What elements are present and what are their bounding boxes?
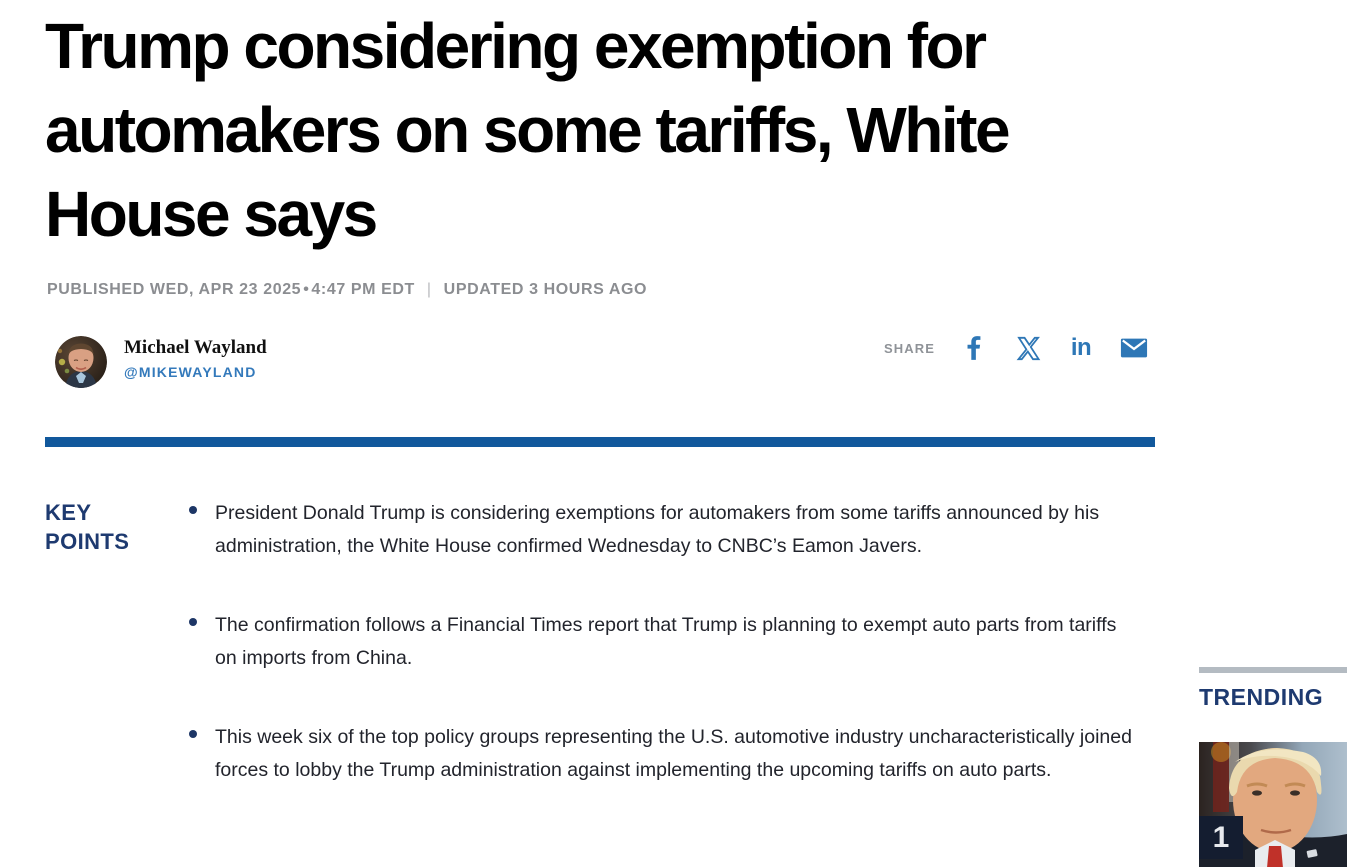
key-point-item: The confirmation follows a Financial Tim… [189, 609, 1137, 675]
trending-module: TRENDING [1199, 667, 1347, 867]
headline-line-1: Trump considering exemption for [45, 10, 987, 82]
publish-info: PUBLISHED WED, APR 23 2025 • 4:47 PM EDT… [47, 281, 647, 299]
author-block: Michael Wayland @MIKEWAYLAND [124, 336, 267, 380]
published-dot-separator: • [303, 281, 310, 298]
published-pipe-separator: | [426, 281, 432, 298]
headline-line-3: House says [45, 178, 378, 250]
trending-top-rule [1199, 667, 1347, 673]
author-avatar-photo [55, 336, 107, 388]
published-time: 4:47 PM EDT [311, 281, 415, 298]
share-label: SHARE [884, 340, 936, 356]
trending-title: TRENDING [1199, 684, 1324, 710]
byline: Michael Wayland @MIKEWAYLAND [55, 336, 267, 388]
section-divider-bar [45, 437, 1155, 447]
trending-rank-badge: 1 [1199, 816, 1243, 859]
linkedin-glyph: in [1070, 334, 1092, 361]
key-point-item: President Donald Trump is considering ex… [189, 497, 1137, 563]
share-bar: SHARE in [884, 334, 1148, 362]
key-point-item: This week six of the top policy groups r… [189, 721, 1137, 787]
key-points-list: President Donald Trump is considering ex… [189, 497, 1137, 833]
linkedin-share-icon[interactable]: in [1067, 334, 1095, 362]
author-avatar[interactable] [55, 336, 107, 388]
facebook-share-icon[interactable] [961, 334, 989, 362]
author-handle[interactable]: @MIKEWAYLAND [124, 364, 257, 380]
x-share-icon[interactable] [1014, 334, 1042, 362]
updated-label: UPDATED 3 HOURS AGO [443, 281, 648, 298]
author-name[interactable]: Michael Wayland [124, 337, 267, 358]
headline-line-2: automakers on some tariffs, White [45, 94, 1011, 166]
key-points-label: KEY POINTS [45, 500, 130, 554]
trending-item-thumbnail[interactable]: 1 [1199, 742, 1347, 867]
article-headline: Trump considering exemption for automake… [45, 4, 1345, 256]
email-share-icon[interactable] [1120, 334, 1148, 362]
published-date: PUBLISHED WED, APR 23 2025 [47, 281, 302, 298]
